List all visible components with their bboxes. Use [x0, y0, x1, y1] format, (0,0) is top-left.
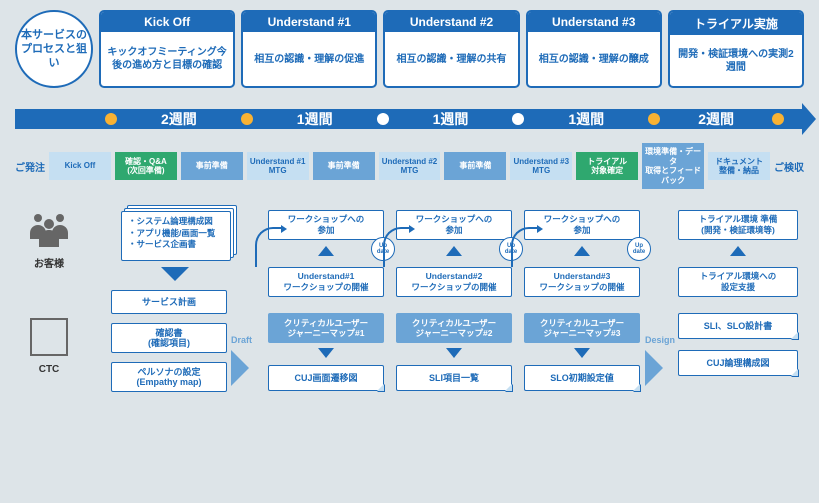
workshop-hold-3: Understand#3ワークショップの開催 — [524, 267, 640, 297]
phase-title: Understand #3 — [528, 12, 660, 32]
task-env: 環境準備・データ取得とフィードバック — [642, 143, 704, 189]
arrow-up-icon — [446, 246, 462, 256]
customer-label: お客様 — [15, 255, 83, 270]
timeline-label: 2週間 — [117, 109, 241, 129]
arrow-up-icon — [318, 246, 334, 256]
phase-title: Understand #2 — [385, 12, 517, 32]
output-slo-init: SLO初期設定値 — [524, 365, 640, 391]
timeline: 2週間 1週間 1週間 1週間 2週間 — [15, 103, 804, 135]
phase-desc: 相互の認識・理解の醸成 — [528, 32, 660, 86]
curve-arrow-icon — [383, 227, 409, 267]
phase-box-understand1: Understand #1 相互の認識・理解の促進 — [241, 10, 377, 88]
output-sli-items: SLI項目一覧 — [396, 365, 512, 391]
output-cuj-logical: CUJ論理構成図 — [678, 350, 798, 376]
arrow-down-icon — [446, 348, 462, 358]
journey-map-3: クリティカルユーザージャーニーマップ#3 — [524, 313, 640, 343]
arrow-up-icon — [730, 246, 746, 256]
curve-arrow-icon — [255, 227, 281, 267]
task-trial-target: トライアル対象確定 — [576, 152, 638, 180]
output-cuj-screens: CUJ画面遷移図 — [268, 365, 384, 391]
phase-box-understand3: Understand #3 相互の認識・理解の醸成 — [526, 10, 662, 88]
arrow-down-icon — [574, 348, 590, 358]
phase-title: トライアル実施 — [670, 12, 802, 35]
phase-title: Understand #1 — [243, 12, 375, 32]
trial-support: トライアル環境への設定支援 — [678, 267, 798, 297]
timeline-dot-yellow — [241, 113, 253, 125]
phase-row: 本サービスのプロセスと狙い Kick Off キックオフミーティング今後の進め方… — [15, 10, 804, 88]
phase-desc: 相互の認識・理解の促進 — [243, 32, 375, 86]
phase-title: Kick Off — [101, 12, 233, 32]
workshop-hold-2: Understand#2ワークショップの開催 — [396, 267, 512, 297]
flow-area: ・システム論理構成図・アプリ機能/画面一覧・サービス企画書 サービス計画 確認書… — [93, 205, 804, 455]
timeline-label: 1週間 — [389, 109, 513, 129]
doc-persona: ペルソナの設定(Empathy map) — [111, 362, 227, 392]
curve-arrow-icon — [511, 227, 537, 267]
input-documents: ・システム論理構成図・アプリ機能/画面一覧・サービス企画書 — [121, 205, 237, 261]
arrow-right-icon — [231, 350, 249, 386]
timeline-label: 2週間 — [660, 109, 772, 129]
arrow-up-icon — [574, 246, 590, 256]
journey-map-2: クリティカルユーザージャーニーマップ#2 — [396, 313, 512, 343]
timeline-label: 1週間 — [524, 109, 648, 129]
workshop-hold-1: Understand#1ワークショップの開催 — [268, 267, 384, 297]
doc-service-plan: サービス計画 — [111, 290, 227, 314]
input-documents-text: ・システム論理構成図・アプリ機能/画面一覧・サービス企画書 — [121, 211, 231, 261]
ctc-label: CTC — [15, 364, 83, 375]
task-mtg3: Understand #3MTG — [510, 152, 572, 180]
timeline-arrowhead — [802, 103, 816, 135]
task-mtg2: Understand #2MTG — [379, 152, 441, 180]
task-start-label: ご発注 — [15, 159, 45, 174]
ctc-icon — [15, 318, 83, 358]
task-end-label: ご検収 — [774, 159, 804, 174]
task-docs: ドキュメント整備・納品 — [708, 152, 770, 180]
timeline-dot-white — [377, 113, 389, 125]
timeline-dot-yellow — [648, 113, 660, 125]
output-sli-slo-design: SLI、SLO設計書 — [678, 313, 798, 339]
task-prep3: 事前準備 — [444, 152, 506, 180]
journey-map-1: クリティカルユーザージャーニーマップ#1 — [268, 313, 384, 343]
timeline-dot-white — [512, 113, 524, 125]
arrow-down-icon — [161, 267, 189, 281]
task-row: ご発注 Kick Off 確認・Q&A(次回準備) 事前準備 Understan… — [0, 143, 819, 199]
phase-desc: 開発・検証環境への実測2週間 — [670, 35, 802, 86]
service-purpose-circle: 本サービスのプロセスと狙い — [15, 10, 93, 88]
phase-box-understand2: Understand #2 相互の認識・理解の共有 — [383, 10, 519, 88]
arrow-right-icon — [645, 350, 663, 386]
timeline-segments: 2週間 1週間 1週間 1週間 2週間 — [15, 103, 804, 135]
task-kickoff: Kick Off — [49, 152, 111, 180]
arrow-down-icon — [318, 348, 334, 358]
actor-column: お客様 CTC — [15, 205, 83, 375]
customer-icon — [15, 211, 83, 249]
task-qa: 確認・Q&A(次回準備) — [115, 152, 177, 180]
task-prep1: 事前準備 — [181, 152, 243, 180]
trial-prep: トライアル環境 準備(開発・検証環境等) — [678, 210, 798, 240]
design-label: Design — [645, 335, 675, 345]
doc-confirm: 確認書(確認項目) — [111, 323, 227, 353]
timeline-dot-yellow — [772, 113, 784, 125]
phase-box-kickoff: Kick Off キックオフミーティング今後の進め方と目標の確認 — [99, 10, 235, 88]
timeline-label: 1週間 — [253, 109, 377, 129]
task-mtg1: Understand #1MTG — [247, 152, 309, 180]
task-prep2: 事前準備 — [313, 152, 375, 180]
phase-desc: 相互の認識・理解の共有 — [385, 32, 517, 86]
timeline-dot-yellow — [105, 113, 117, 125]
draft-label: Draft — [231, 335, 252, 345]
update-badge: Update — [627, 237, 651, 261]
phase-header-section: 本サービスのプロセスと狙い Kick Off キックオフミーティング今後の進め方… — [0, 0, 819, 93]
phase-box-trial: トライアル実施 開発・検証環境への実測2週間 — [668, 10, 804, 88]
phase-desc: キックオフミーティング今後の進め方と目標の確認 — [101, 32, 233, 86]
flow-section: お客様 CTC ・システム論理構成図・アプリ機能/画面一覧・サービス企画書 サー… — [0, 199, 819, 461]
